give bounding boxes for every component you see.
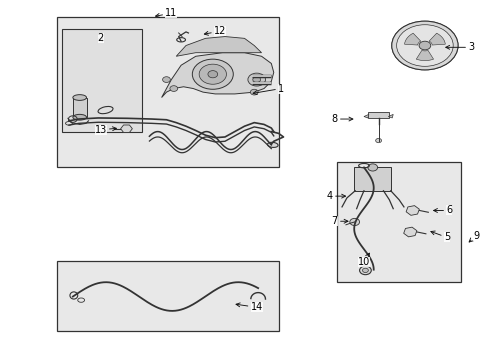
Polygon shape: [176, 37, 261, 56]
Polygon shape: [415, 50, 433, 60]
Circle shape: [247, 73, 265, 86]
Bar: [367, 112, 388, 118]
Polygon shape: [428, 33, 445, 45]
Text: 12: 12: [204, 26, 226, 36]
Ellipse shape: [73, 95, 86, 100]
Text: 3: 3: [445, 42, 473, 52]
Circle shape: [192, 59, 233, 89]
Circle shape: [199, 64, 226, 84]
Circle shape: [162, 77, 170, 82]
Text: 1: 1: [253, 84, 284, 95]
Circle shape: [250, 89, 258, 95]
Polygon shape: [363, 114, 368, 118]
Text: 9: 9: [468, 231, 478, 242]
Circle shape: [391, 21, 457, 70]
Circle shape: [418, 41, 430, 50]
Text: 10: 10: [357, 253, 369, 267]
Circle shape: [367, 164, 377, 171]
Text: 13: 13: [94, 125, 116, 135]
Text: 8: 8: [331, 114, 352, 124]
Text: 5: 5: [430, 231, 449, 242]
Text: 6: 6: [433, 206, 451, 216]
Polygon shape: [404, 33, 420, 45]
Bar: [57, 17, 278, 167]
Circle shape: [169, 86, 177, 91]
Bar: [336, 162, 461, 282]
Circle shape: [362, 268, 367, 273]
Polygon shape: [403, 227, 416, 237]
Bar: [73, 98, 86, 117]
Text: 4: 4: [326, 191, 345, 201]
Bar: [61, 30, 142, 132]
Circle shape: [375, 138, 381, 143]
Text: 2: 2: [97, 33, 103, 43]
Circle shape: [252, 77, 260, 82]
Bar: [353, 167, 390, 191]
Polygon shape: [406, 206, 419, 215]
Circle shape: [396, 25, 452, 66]
Ellipse shape: [267, 142, 278, 148]
Circle shape: [359, 266, 370, 275]
Text: 11: 11: [155, 8, 177, 18]
Text: 7: 7: [331, 216, 347, 226]
Polygon shape: [387, 114, 392, 118]
Circle shape: [349, 219, 359, 226]
Polygon shape: [161, 53, 273, 98]
Polygon shape: [121, 125, 132, 132]
Ellipse shape: [73, 114, 86, 120]
Bar: [57, 261, 278, 330]
Circle shape: [207, 71, 217, 78]
Text: 14: 14: [236, 302, 262, 312]
